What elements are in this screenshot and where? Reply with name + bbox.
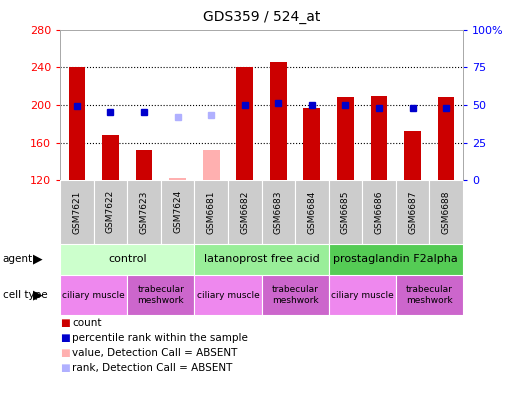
Text: ciliary muscle: ciliary muscle [331,291,393,299]
Text: GSM7624: GSM7624 [173,190,182,234]
Text: GSM6684: GSM6684 [308,190,316,234]
Bar [127,275,195,315]
Text: ciliary muscle: ciliary muscle [62,291,125,299]
Bar [404,131,421,180]
Bar [337,97,354,180]
Text: ■: ■ [60,333,70,343]
Text: prostaglandin F2alpha: prostaglandin F2alpha [333,254,458,265]
Bar [60,180,94,244]
Text: GSM7621: GSM7621 [72,190,82,234]
Bar [438,97,454,180]
Bar [60,244,195,275]
Bar [135,150,152,180]
Bar [295,180,328,244]
Bar [303,108,320,180]
Text: control: control [108,254,146,265]
Bar [396,180,429,244]
Text: trabecular
meshwork: trabecular meshwork [271,286,319,305]
Bar [195,180,228,244]
Text: latanoprost free acid: latanoprost free acid [203,254,320,265]
Bar [161,180,195,244]
Text: percentile rank within the sample: percentile rank within the sample [72,333,248,343]
Bar [203,150,220,180]
Text: ■: ■ [60,318,70,328]
Bar [195,275,262,315]
Text: cell type: cell type [3,290,47,300]
Bar [169,178,186,180]
Bar [228,180,262,244]
Text: agent: agent [3,254,33,265]
Text: ■: ■ [60,348,70,358]
Bar [328,244,463,275]
Text: GSM6681: GSM6681 [207,190,215,234]
Bar [102,135,119,180]
Bar [262,275,328,315]
Text: GSM6682: GSM6682 [240,190,249,234]
Text: GSM6683: GSM6683 [274,190,283,234]
Text: GSM7622: GSM7622 [106,190,115,234]
Text: ▶: ▶ [33,289,43,301]
Text: ■: ■ [60,363,70,373]
Text: GSM6685: GSM6685 [341,190,350,234]
Bar [396,275,463,315]
Text: trabecular
meshwork: trabecular meshwork [138,286,184,305]
Bar [328,275,396,315]
Bar [371,95,388,180]
Bar [195,244,328,275]
Bar [429,180,463,244]
Bar [270,62,287,180]
Text: GSM6687: GSM6687 [408,190,417,234]
Text: rank, Detection Call = ABSENT: rank, Detection Call = ABSENT [72,363,233,373]
Bar [60,275,127,315]
Text: value, Detection Call = ABSENT: value, Detection Call = ABSENT [72,348,237,358]
Text: GDS359 / 524_at: GDS359 / 524_at [203,10,320,24]
Bar [236,67,253,180]
Text: GSM6688: GSM6688 [441,190,451,234]
Text: GSM7623: GSM7623 [140,190,149,234]
Text: GSM6686: GSM6686 [374,190,383,234]
Bar [262,180,295,244]
Text: ▶: ▶ [33,253,43,266]
Bar [69,67,85,180]
Bar [94,180,127,244]
Text: ciliary muscle: ciliary muscle [197,291,259,299]
Bar [362,180,396,244]
Text: trabecular
meshwork: trabecular meshwork [406,286,453,305]
Bar [328,180,362,244]
Text: count: count [72,318,101,328]
Bar [127,180,161,244]
